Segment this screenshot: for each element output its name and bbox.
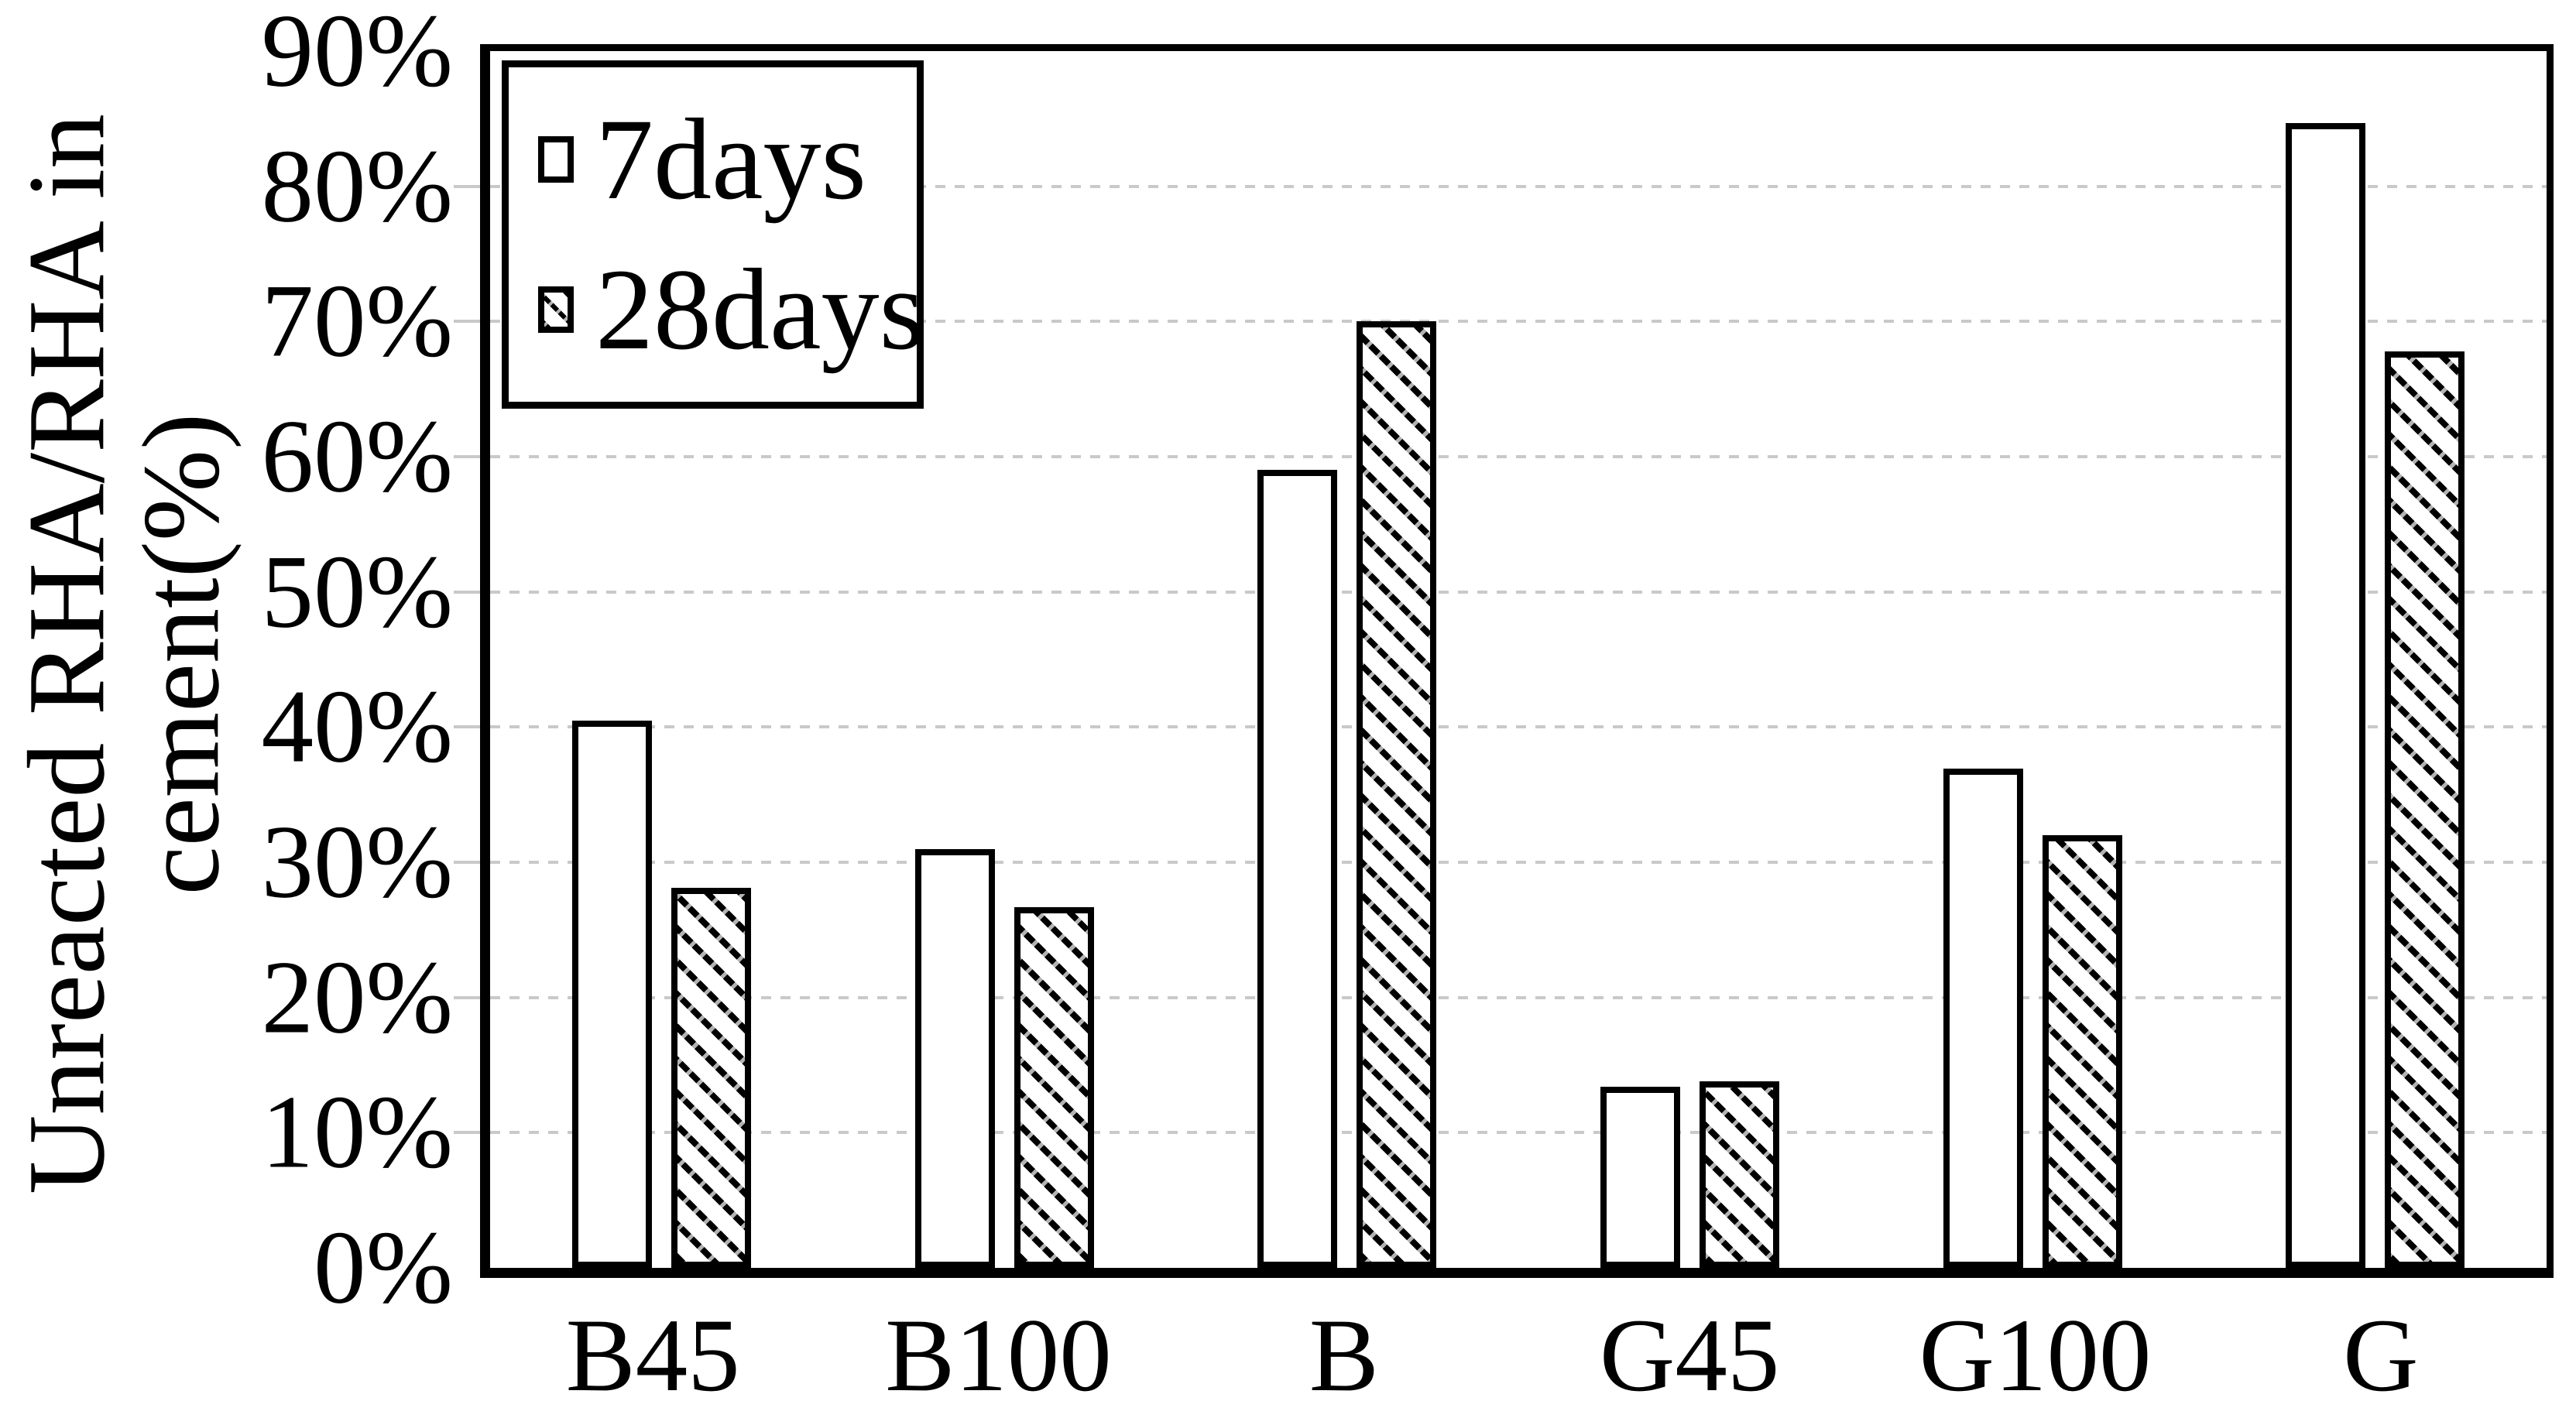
bar-b-7days — [1257, 470, 1338, 1268]
bar-b100-7days — [914, 848, 995, 1268]
bar-g45-7days — [1600, 1086, 1680, 1268]
y-tick-label: 70% — [261, 263, 453, 379]
gridline — [490, 861, 2547, 865]
x-axis-labels: B45 B100 B G45 G100 G — [480, 1298, 2554, 1419]
y-tick-label: 20% — [261, 940, 453, 1056]
y-tick-label: 60% — [261, 399, 453, 515]
axis-tick-mark — [454, 184, 480, 188]
axis-tick-mark — [454, 590, 480, 594]
y-tick-label: 0% — [314, 1210, 453, 1326]
bar-g-7days — [2286, 122, 2366, 1268]
legend-label-7days: 7days — [595, 95, 866, 224]
axis-tick-mark — [454, 725, 480, 729]
gridline — [490, 320, 2547, 324]
gridline — [490, 995, 2547, 999]
bar-g100-28days — [2042, 835, 2122, 1268]
bar-group-b — [1175, 51, 1518, 1268]
bar-b45-7days — [571, 720, 652, 1268]
y-tick-label: 10% — [261, 1074, 453, 1190]
bar-g45-28days — [1699, 1081, 1779, 1268]
x-tick-label-g100: G100 — [1919, 1298, 2152, 1413]
legend-swatch-28days-icon — [538, 286, 574, 333]
axis-tick-mark — [454, 455, 480, 459]
x-tick-label-b45: B45 — [565, 1298, 740, 1413]
bar-group-g — [2204, 51, 2547, 1268]
bars-layer — [490, 51, 2547, 1268]
gridline — [490, 455, 2547, 459]
bar-group-b100 — [833, 51, 1176, 1268]
bar-group-g45 — [1518, 51, 1861, 1268]
x-tick-label-g45: G45 — [1599, 1298, 1780, 1413]
y-tick-label: 80% — [261, 128, 453, 245]
x-tick-label-b: B — [1309, 1298, 1379, 1413]
legend: 7days 28days — [502, 60, 924, 409]
legend-swatch-7days-icon — [538, 136, 574, 183]
legend-item-7days: 7days — [538, 101, 917, 218]
legend-item-28days: 28days — [538, 252, 924, 368]
y-tick-label: 30% — [261, 804, 453, 920]
bar-b100-28days — [1014, 906, 1094, 1268]
axis-tick-mark — [454, 1131, 480, 1135]
axis-tick-mark — [454, 861, 480, 865]
gridline — [490, 184, 2547, 188]
y-tick-label: 40% — [261, 669, 453, 785]
x-tick-label-b100: B100 — [885, 1298, 1112, 1413]
axis-tick-mark — [454, 995, 480, 999]
gridline — [490, 590, 2547, 594]
bar-g100-7days — [1943, 769, 2023, 1268]
bar-g-28days — [2385, 351, 2465, 1268]
y-axis-tick-labels: 0% 10% 20% 30% 40% 50% 60% 70% 80% 90% — [0, 0, 453, 1321]
legend-label-28days: 28days — [595, 245, 924, 374]
y-tick-label: 90% — [261, 0, 453, 109]
plot-area: 7days 28days — [454, 44, 2554, 1278]
axis-tick-mark — [454, 320, 480, 324]
x-tick-label-g: G — [2343, 1298, 2419, 1413]
y-tick-label: 50% — [261, 534, 453, 650]
bar-group-g100 — [1861, 51, 2204, 1268]
gridline — [490, 1131, 2547, 1135]
gridline — [490, 725, 2547, 729]
bar-group-b45 — [490, 51, 833, 1268]
bar-b45-28days — [671, 888, 751, 1268]
bar-b-28days — [1357, 321, 1437, 1268]
